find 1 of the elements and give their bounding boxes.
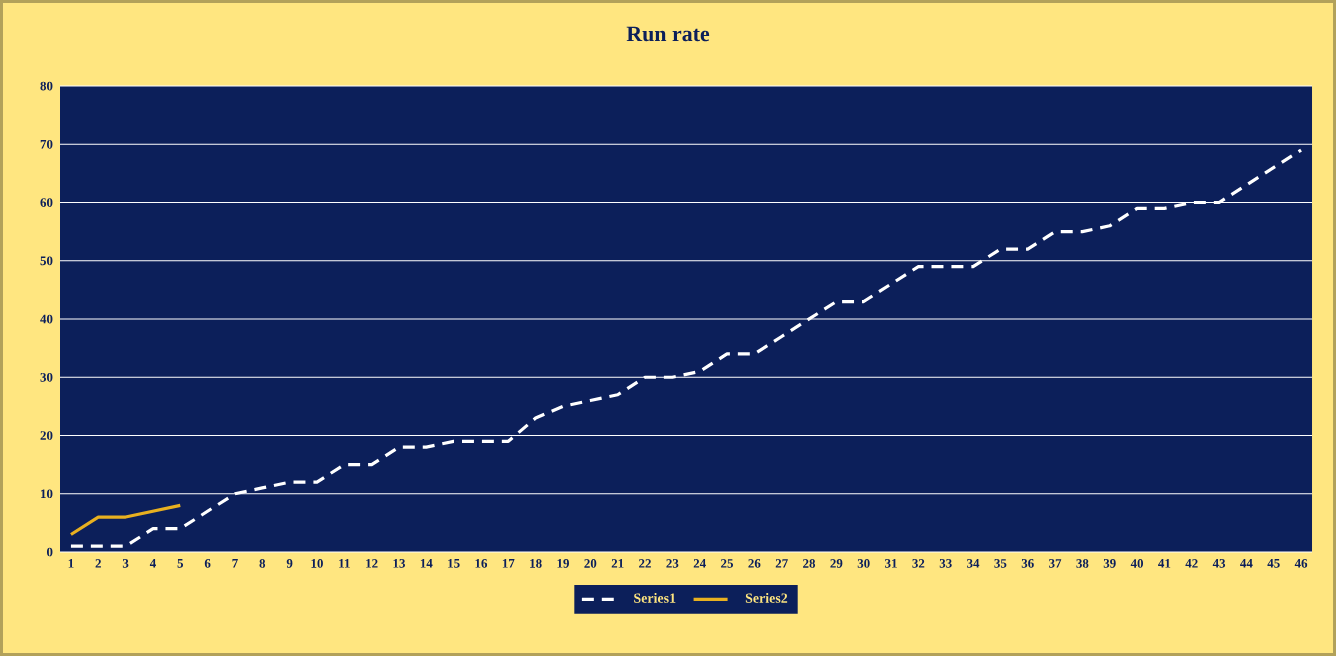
chart-title: Run rate <box>626 26 710 42</box>
